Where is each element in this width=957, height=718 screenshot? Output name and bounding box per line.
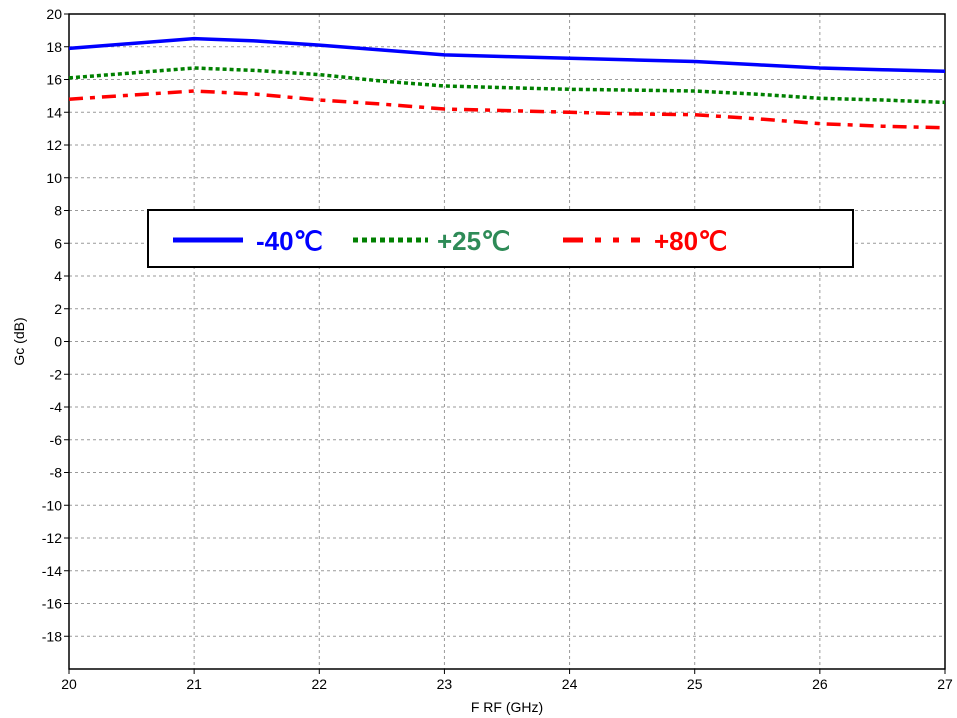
legend-box	[147, 209, 854, 268]
legend-label-1: +25℃	[437, 226, 510, 256]
y-tick-label: -8	[50, 465, 63, 481]
series-line-2	[68, 89, 946, 130]
y-tick-label: 0	[54, 334, 62, 350]
x-tick-label: 24	[562, 676, 578, 692]
y-tick-label: 8	[54, 203, 62, 219]
legend: -40℃ +25℃ +80℃	[147, 209, 854, 268]
series-line-0	[68, 36, 946, 74]
y-tick-label: 14	[46, 104, 62, 120]
y-tick-label: -12	[42, 530, 62, 546]
y-tick-labels: -18 -16 -14 -12 -10 -8 -6 -4 -2 0 2 4 6 8 10 12 14 16 18 20	[42, 6, 69, 644]
y-tick-label: 16	[46, 72, 62, 88]
x-axis-label: F RF (GHz)	[471, 699, 543, 715]
x-tick-label: 21	[186, 676, 202, 692]
y-tick-label: 2	[54, 301, 62, 317]
y-tick-label: 4	[54, 268, 62, 284]
x-tick-label: 23	[437, 676, 453, 692]
y-tick-label: -16	[42, 596, 62, 612]
x-tick-label: 20	[61, 676, 77, 692]
x-tick-label: 26	[812, 676, 828, 692]
x-tick-label: 27	[937, 676, 953, 692]
x-tick-labels: 20 21 22 23 24 25 26 27	[61, 669, 953, 692]
series-line-1	[68, 66, 946, 105]
legend-label-2: +80℃	[654, 226, 727, 256]
x-tick-label: 25	[687, 676, 703, 692]
y-tick-label: -18	[42, 628, 62, 644]
y-tick-label: 6	[54, 235, 62, 251]
y-tick-label: 10	[46, 170, 62, 186]
series-group	[68, 36, 946, 130]
legend-label-0: -40℃	[256, 226, 323, 256]
y-tick-label: 18	[46, 39, 62, 55]
y-tick-label: -10	[42, 497, 62, 513]
y-axis-label: Gc (dB)	[11, 317, 27, 365]
y-tick-label: -4	[50, 399, 63, 415]
y-tick-label: 20	[46, 6, 62, 22]
y-tick-label: 12	[46, 137, 62, 153]
y-tick-label: -2	[50, 366, 63, 382]
y-tick-label: -14	[42, 563, 62, 579]
x-tick-label: 22	[311, 676, 327, 692]
y-tick-label: -6	[50, 432, 63, 448]
